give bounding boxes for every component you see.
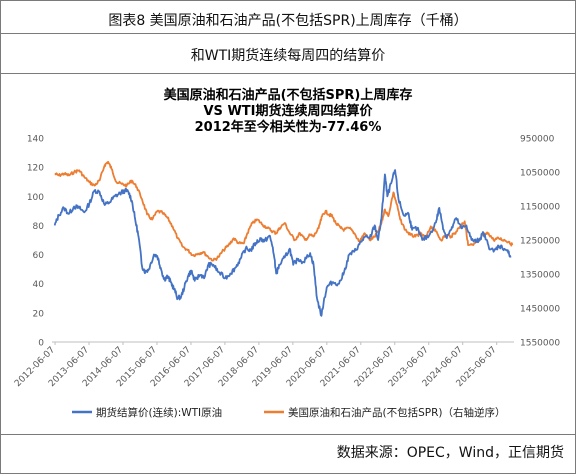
chart-plot-area (53, 160, 514, 317)
caption-divider (0, 33, 576, 34)
series-wti-price-line (53, 169, 512, 317)
y-left-tick-label: 140 (27, 135, 44, 145)
source-divider (0, 434, 576, 435)
figure-caption-line2: 和WTI期货连续每周四的结算价 (190, 48, 386, 64)
chart-legend: 期货结算价(连续):WTI原油 美国原油和石油产品(不包括SPR)（右轴逆序） (72, 406, 506, 419)
y-left-tick-label: 100 (27, 193, 44, 203)
y-left-tick-label: 20 (33, 309, 45, 319)
y-right-tick-label: 950000 (520, 135, 555, 145)
y-left-tick-label: 60 (33, 251, 45, 261)
legend-label-wti: 期货结算价(连续):WTI原油 (96, 406, 222, 419)
chart-axes: 0 20 40 60 80 100 120 140 950000 1050000 1150000 12… (13, 135, 560, 390)
legend-label-inventory: 美国原油和石油产品(不包括SPR)（右轴逆序） (288, 406, 506, 419)
y-right-tick-label: 1150000 (520, 203, 560, 213)
y-left-tick-label: 40 (33, 280, 45, 290)
y-right-tick-label: 1350000 (520, 271, 560, 281)
y-right-tick-label: 1550000 (520, 339, 560, 349)
y-left-tick-label: 80 (33, 222, 45, 232)
y-left-tick-label: 120 (27, 164, 44, 174)
y-left-tick-label: 0 (38, 339, 44, 349)
y-right-tick-label: 1450000 (520, 305, 560, 315)
series-us-crude-inventory-line (54, 160, 514, 262)
chart-title-line2: VS WTI期货连续周四结算价 (204, 103, 374, 119)
y-right-tick-label: 1250000 (520, 237, 560, 247)
data-source: 数据来源：OPEC，Wind，正信期货 (336, 445, 564, 461)
y-right-tick-label: 1050000 (520, 169, 560, 179)
chart-title-line1: 美国原油和石油产品(不包括SPR)上周库存 (164, 87, 413, 103)
figure-caption-line1: 图表8 美国原油和石油产品(不包括SPR)上周库存（千桶） (108, 13, 468, 29)
chart-top-divider (0, 73, 576, 74)
chart-title-line3: 2012年至今相关性为-77.46% (195, 119, 382, 135)
